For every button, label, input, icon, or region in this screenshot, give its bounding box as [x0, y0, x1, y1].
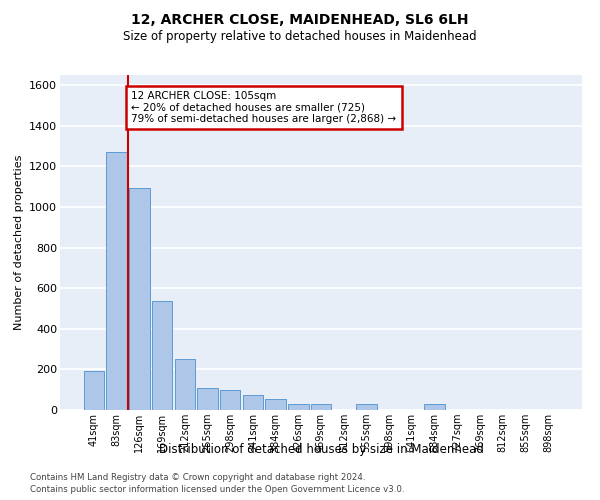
Bar	[175, 359, 195, 410]
Bar	[288, 404, 308, 410]
Bar	[356, 404, 377, 410]
Bar	[424, 404, 445, 410]
Bar	[84, 372, 104, 410]
Y-axis label: Number of detached properties: Number of detached properties	[14, 155, 23, 330]
Text: Distribution of detached houses by size in Maidenhead: Distribution of detached houses by size …	[158, 442, 484, 456]
Bar	[106, 152, 127, 410]
Bar	[129, 188, 149, 410]
Bar	[265, 399, 286, 410]
Text: 12, ARCHER CLOSE, MAIDENHEAD, SL6 6LH: 12, ARCHER CLOSE, MAIDENHEAD, SL6 6LH	[131, 12, 469, 26]
Bar	[311, 404, 331, 410]
Text: 12 ARCHER CLOSE: 105sqm
← 20% of detached houses are smaller (725)
79% of semi-d: 12 ARCHER CLOSE: 105sqm ← 20% of detache…	[131, 91, 397, 124]
Bar	[220, 390, 241, 410]
Bar	[242, 395, 263, 410]
Text: Contains HM Land Registry data © Crown copyright and database right 2024.: Contains HM Land Registry data © Crown c…	[30, 472, 365, 482]
Bar	[197, 388, 218, 410]
Text: Size of property relative to detached houses in Maidenhead: Size of property relative to detached ho…	[123, 30, 477, 43]
Text: Contains public sector information licensed under the Open Government Licence v3: Contains public sector information licen…	[30, 485, 404, 494]
Bar	[152, 302, 172, 410]
